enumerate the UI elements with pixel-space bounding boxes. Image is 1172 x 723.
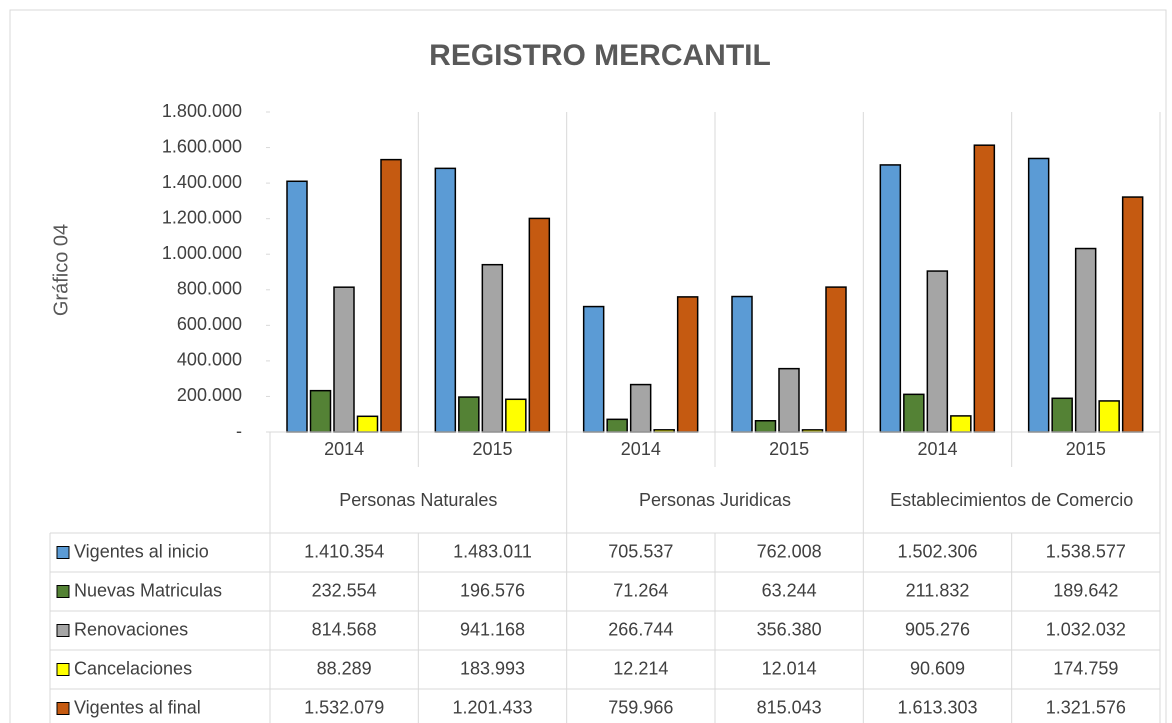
legend-label: Nuevas Matriculas <box>74 580 222 600</box>
bar <box>973 144 996 433</box>
y-tick-label: 800.000 <box>177 279 242 299</box>
table-cell: 1.502.306 <box>897 541 977 561</box>
bar <box>825 286 847 433</box>
bar <box>903 393 925 433</box>
legend-key <box>56 702 70 715</box>
bar <box>879 164 902 433</box>
table-cell: 759.966 <box>608 697 673 717</box>
table-cell: 232.554 <box>312 580 377 600</box>
table-cell: 1.532.079 <box>304 697 384 717</box>
y-tick-label: 200.000 <box>177 385 242 405</box>
table-cell: 905.276 <box>905 619 970 639</box>
bar <box>380 158 402 433</box>
bar <box>434 167 457 433</box>
table-cell: 705.537 <box>608 541 673 561</box>
legend-key <box>56 546 70 559</box>
bar <box>286 180 308 433</box>
bar <box>333 286 355 433</box>
legend-label: Vigentes al final <box>74 697 201 717</box>
bar <box>926 270 949 433</box>
table-cell: 1.410.354 <box>304 541 384 561</box>
bar <box>778 367 800 433</box>
y-tick-label: 1.800.000 <box>162 101 242 121</box>
chart-title: REGISTRO MERCANTIL <box>429 39 771 72</box>
x-tick-label: 2014 <box>917 439 957 459</box>
table-cell: 815.043 <box>757 697 822 717</box>
y-tick-label: - <box>236 421 242 441</box>
table-cell: 12.214 <box>613 658 668 678</box>
bar <box>505 398 527 433</box>
bar <box>458 396 480 433</box>
bar <box>1051 397 1073 433</box>
table-cell: 12.014 <box>762 658 817 678</box>
bar <box>731 295 753 433</box>
table-cell: 1.613.303 <box>897 697 977 717</box>
group-label-text: Personas Juridicas <box>638 490 792 510</box>
table-cell: 88.289 <box>317 658 372 678</box>
bar <box>528 217 551 433</box>
group-label-text: Establecimientos de Comercio <box>890 490 1134 510</box>
table-cell: 814.568 <box>312 619 377 639</box>
legend-key <box>56 624 70 637</box>
y-tick-label: 1.400.000 <box>162 172 242 192</box>
y-tick-label: 600.000 <box>177 314 242 334</box>
chart-border <box>9 9 1167 723</box>
bar <box>754 420 777 433</box>
table-cell: 63.244 <box>762 580 817 600</box>
bar <box>1098 400 1120 433</box>
table-cell: 211.832 <box>906 580 970 600</box>
table-cell: 71.264 <box>613 580 668 600</box>
legend-label: Cancelaciones <box>74 658 192 678</box>
table-cell: 1.032.032 <box>1046 619 1126 639</box>
table-cell: 1.321.576 <box>1046 697 1126 717</box>
table-cell: 762.008 <box>757 541 822 561</box>
bar <box>676 296 699 433</box>
x-tick-label: 2014 <box>324 439 364 459</box>
table-cell: 174.759 <box>1053 658 1118 678</box>
table-cell: 183.993 <box>460 658 525 678</box>
group-label: Personas Juridicas <box>638 490 792 510</box>
table-cell: 1.483.011 <box>453 541 532 561</box>
y-axis-label: Gráfico 04 <box>50 224 72 316</box>
bar <box>1121 196 1144 433</box>
table-cell: 189.642 <box>1053 580 1118 600</box>
x-tick-label: 2014 <box>621 439 661 459</box>
y-tick-label: 1.000.000 <box>162 243 242 263</box>
bar <box>629 383 652 433</box>
table-cell: 1.538.577 <box>1046 541 1126 561</box>
legend-key <box>56 663 70 676</box>
table-cell: 266.744 <box>608 619 673 639</box>
table-cell: 356.380 <box>757 619 822 639</box>
y-tick-label: 400.000 <box>177 350 242 370</box>
bar <box>1027 157 1050 433</box>
group-label: Establecimientos de Comercio <box>890 490 1134 510</box>
table-cell: 90.609 <box>910 658 965 678</box>
bar <box>1074 247 1097 433</box>
bar <box>606 418 628 433</box>
legend-label: Vigentes al inicio <box>74 541 209 561</box>
legend-label: Renovaciones <box>74 619 188 639</box>
legend-key <box>56 585 70 598</box>
bar <box>582 305 605 433</box>
group-label-text: Personas Naturales <box>339 490 498 510</box>
x-tick-label: 2015 <box>472 439 512 459</box>
y-tick-label: 1.600.000 <box>162 136 242 156</box>
bar <box>950 415 972 433</box>
bar <box>356 415 379 433</box>
x-tick-label: 2015 <box>1066 439 1106 459</box>
bar <box>481 263 504 433</box>
y-tick-label: 1.200.000 <box>162 207 242 227</box>
group-label: Personas Naturales <box>339 490 498 510</box>
x-tick-label: 2015 <box>769 439 809 459</box>
table-cell: 941.168 <box>460 619 525 639</box>
table-cell: 1.201.433 <box>452 697 532 717</box>
table-cell: 196.576 <box>460 580 525 600</box>
bar <box>309 389 332 433</box>
